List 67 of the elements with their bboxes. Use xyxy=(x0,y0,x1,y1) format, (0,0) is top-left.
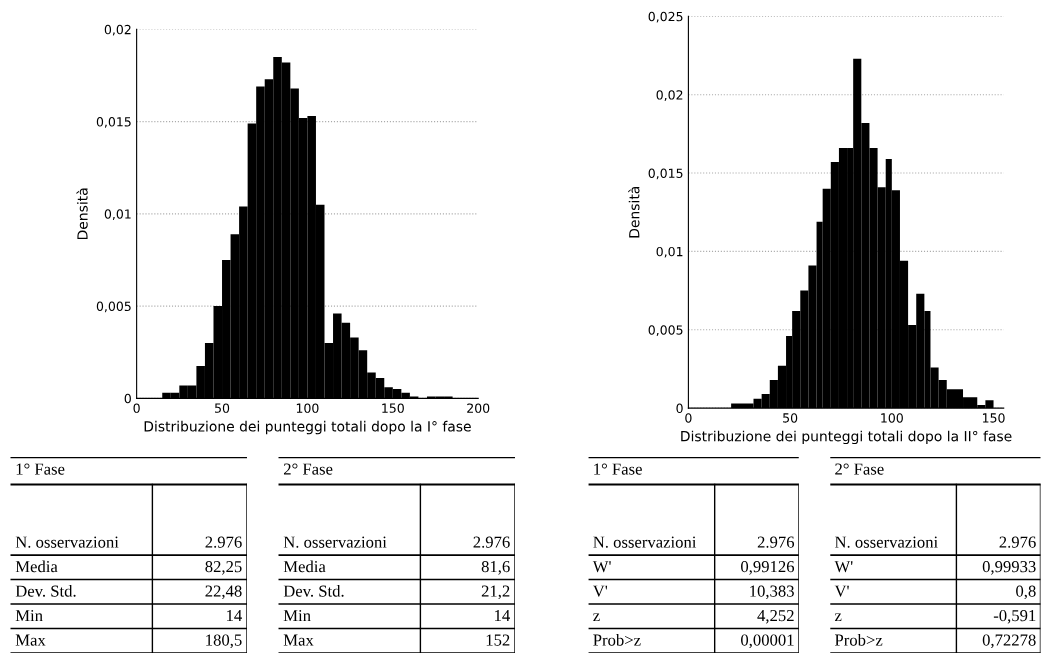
text: 0,99126 xyxy=(741,560,795,575)
text: 2° Fase xyxy=(283,463,333,475)
x-tick-label: 0 xyxy=(133,403,140,413)
text: 22,48 xyxy=(205,585,242,600)
text: Media xyxy=(283,560,326,573)
text: 0,8 xyxy=(1016,585,1036,600)
text: 81,6 xyxy=(481,560,510,575)
text: N. osservazioni xyxy=(15,536,119,548)
text: Media xyxy=(15,560,58,573)
text: 180,5 xyxy=(206,634,242,649)
text: 0,00001 xyxy=(741,634,794,649)
text: 0,72278 xyxy=(982,634,1036,649)
x-tick-label: 200 xyxy=(467,403,490,413)
text: 2.976 xyxy=(473,536,510,548)
text: V' xyxy=(592,585,608,597)
text: Max xyxy=(283,634,314,646)
text: N. osservazioni xyxy=(593,536,697,548)
text: Min xyxy=(15,610,43,622)
text: 10,383 xyxy=(750,585,794,600)
text: V' xyxy=(834,585,849,597)
text: Dev. Std. xyxy=(15,584,76,597)
y-axis-title: Densità xyxy=(76,188,88,240)
x-tick-label: 100 xyxy=(881,413,903,423)
text: Prob>z xyxy=(593,633,641,646)
y-tick-label: 0,025 xyxy=(648,11,683,23)
y-tick-label: 0,01 xyxy=(656,246,683,258)
text: 14 xyxy=(495,610,510,622)
x-tick-label: 0 xyxy=(685,413,692,423)
x-tick-label: 100 xyxy=(296,403,319,413)
y-tick-label: 0,015 xyxy=(648,168,683,180)
text: W' xyxy=(592,561,611,573)
text: 152 xyxy=(486,634,510,646)
text: z xyxy=(593,613,600,622)
y-tick-label: 0,02 xyxy=(656,90,683,101)
y-tick-label: 0,005 xyxy=(96,301,131,313)
text: W' xyxy=(834,561,853,573)
y-tick-label: 0,005 xyxy=(648,325,683,336)
text: Min xyxy=(283,610,311,622)
text: 14 xyxy=(227,610,242,622)
y-tick-label: 0,015 xyxy=(96,117,131,128)
text: -0,591 xyxy=(993,609,1036,624)
text: 2.976 xyxy=(205,536,242,548)
x-tick-label: 150 xyxy=(382,403,404,413)
text: Prob>z xyxy=(834,633,883,646)
y-axis-title: Densità xyxy=(628,186,640,238)
x-tick-label: 150 xyxy=(982,413,1005,423)
text: N. osservazioni xyxy=(834,536,938,548)
text: 1° Fase xyxy=(594,463,642,475)
y-tick-label: 0 xyxy=(124,393,131,404)
x-tick-label: 50 xyxy=(783,413,798,423)
y-tick-label: 0,01 xyxy=(104,209,131,221)
x-axis-title: Distribuzione dei punteggi totali dopo la I° fase xyxy=(144,420,471,435)
text: N. osservazioni xyxy=(283,536,387,548)
text: 1° Fase xyxy=(16,463,65,475)
text: 2.976 xyxy=(757,536,795,548)
text: 2.976 xyxy=(999,536,1036,548)
text: Dev. Std. xyxy=(283,584,344,597)
text: 4,252 xyxy=(757,610,794,624)
text: 82,25 xyxy=(205,560,242,575)
text: z xyxy=(834,613,842,622)
x-axis-title: Distribuzione dei punteggi totali dopo la II° fase xyxy=(681,430,1012,445)
text: Max xyxy=(15,634,46,646)
text: 0,99933 xyxy=(982,560,1036,575)
x-tick-label: 50 xyxy=(215,403,230,413)
text: 2° Fase xyxy=(835,463,884,475)
y-tick-label: 0,02 xyxy=(104,24,131,36)
text: 21,2 xyxy=(481,585,510,600)
